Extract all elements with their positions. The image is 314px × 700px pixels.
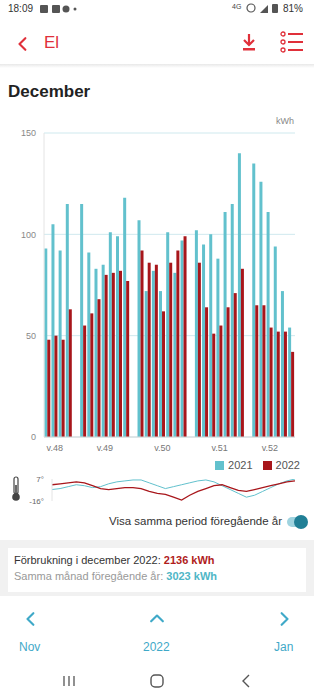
svg-text:7°: 7° <box>36 475 44 484</box>
svg-text:v.51: v.51 <box>212 443 228 453</box>
html-text:2022: 2022 <box>275 459 300 471</box>
svg-text:150: 150 <box>21 128 36 138</box>
html-text:Visa samma period föregående å: Visa samma period föregående år <box>109 515 282 527</box>
html-text:Förbrukning i december 2022: 2: Förbrukning i december 2022: 2136 kWh <box>14 554 215 566</box>
svg-text:v.50: v.50 <box>154 443 170 453</box>
svg-text:50: 50 <box>26 331 36 341</box>
svg-text:-16°: -16° <box>29 497 44 506</box>
html-text:Nov: Nov <box>19 640 41 654</box>
svg-text:v.52: v.52 <box>262 443 278 453</box>
html-text:2022: 2022 <box>143 640 170 654</box>
html-text:2021: 2021 <box>228 459 253 471</box>
html-text:El: El <box>44 33 60 52</box>
html-text:4G: 4G <box>232 3 242 10</box>
html-text:81%: 81% <box>283 3 303 14</box>
html-text:Jan: Jan <box>274 640 294 654</box>
html-text:18:09: 18:09 <box>8 3 33 14</box>
svg-text:v.49: v.49 <box>97 443 113 453</box>
svg-text:v.48: v.48 <box>47 443 63 453</box>
html-text:kWh: kWh <box>276 116 294 126</box>
svg-text:0: 0 <box>31 432 36 442</box>
html-text:Samma månad föregående år: 302: Samma månad föregående år: 3023 kWh <box>14 570 217 582</box>
html-text:December: December <box>8 82 91 101</box>
svg-text:100: 100 <box>21 230 36 240</box>
